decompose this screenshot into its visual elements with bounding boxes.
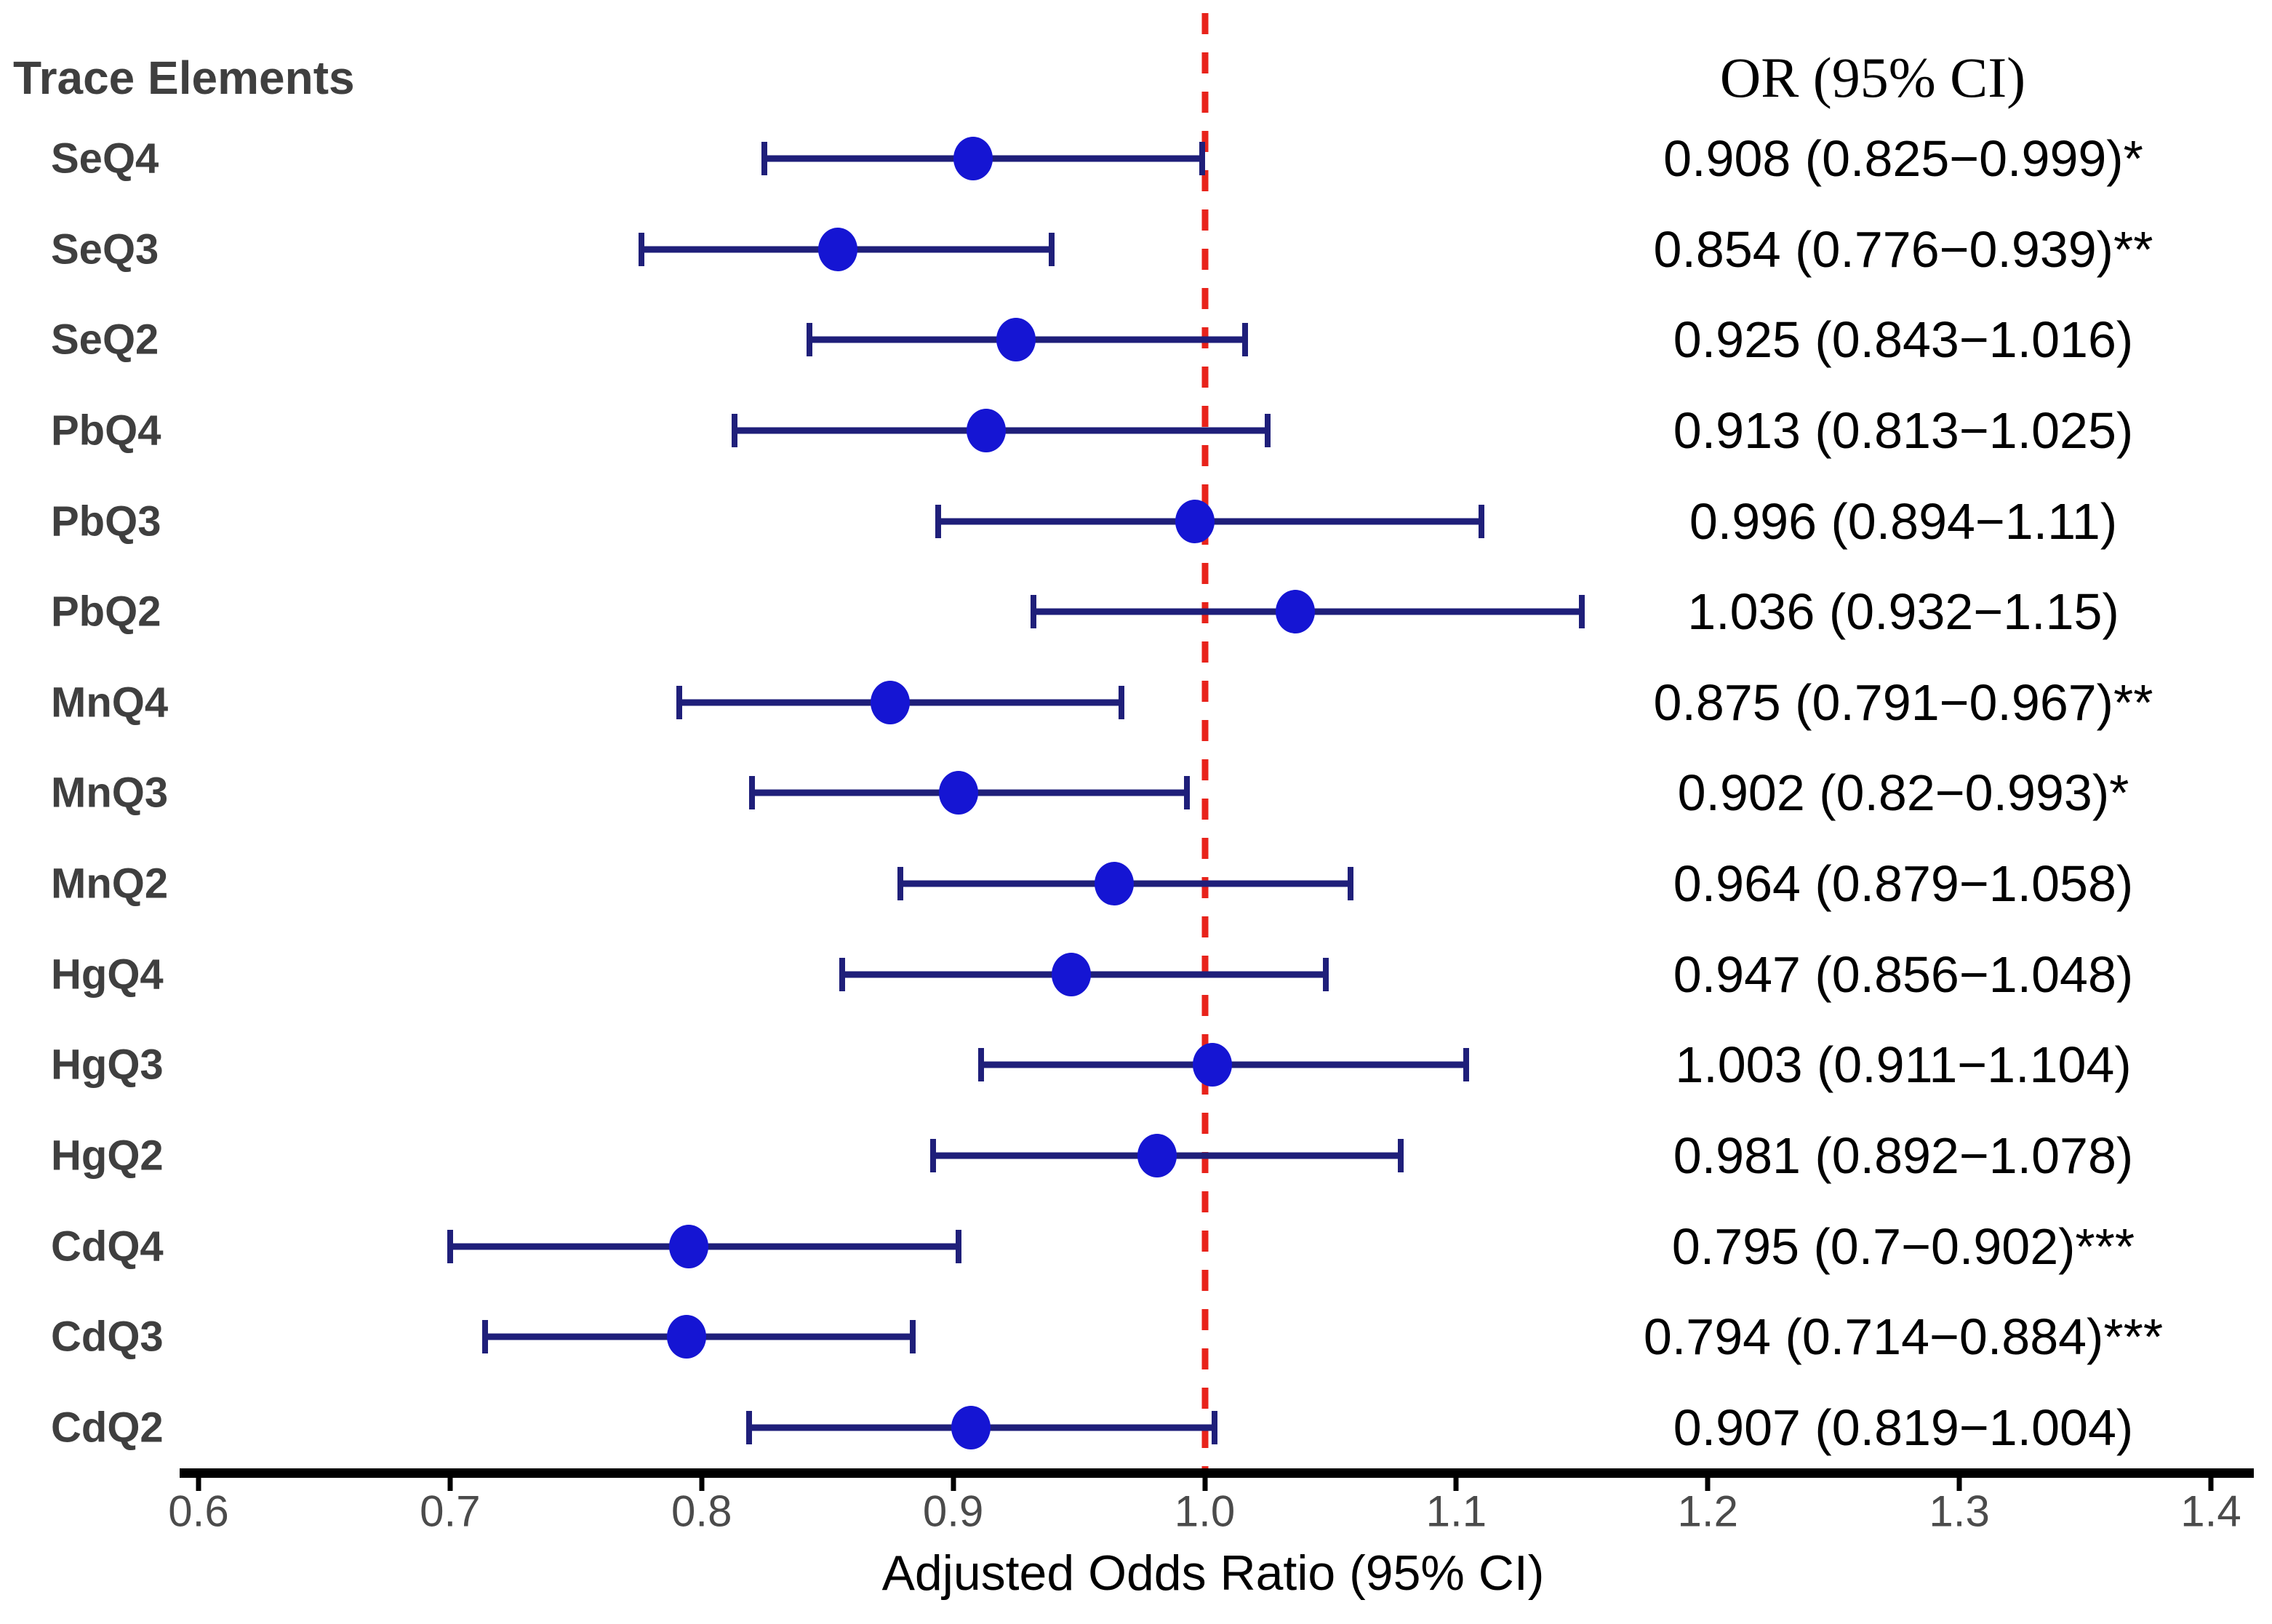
- row-label-seq4: SeQ4: [51, 135, 159, 183]
- or-ci-value: 0.964 (0.879−1.058): [1673, 855, 2134, 913]
- or-point-marker: [669, 1224, 709, 1268]
- row-label-mnq2: MnQ2: [51, 860, 169, 908]
- ci-cap-left: [807, 323, 813, 357]
- ci-cap-right: [910, 1320, 916, 1354]
- column-header-trace-elements: Trace Elements: [13, 52, 355, 104]
- x-axis-tick-label: 0.9: [922, 1487, 984, 1536]
- ci-cap-right: [1212, 1410, 1218, 1444]
- or-ci-value: 0.947 (0.856−1.048): [1673, 945, 2134, 1003]
- x-axis-tick-mark: [2208, 1477, 2214, 1491]
- ci-cap-left: [1031, 595, 1037, 629]
- or-ci-value: 0.908 (0.825−0.999)*: [1663, 130, 2143, 187]
- or-ci-value: 0.795 (0.7−0.902)***: [1671, 1217, 2135, 1275]
- or-point-marker: [1137, 1134, 1177, 1178]
- row-label-mnq3: MnQ3: [51, 769, 169, 817]
- or-point-marker: [938, 771, 978, 815]
- ci-cap-right: [1348, 867, 1354, 901]
- ci-cap-left: [748, 776, 755, 810]
- or-point-marker: [951, 1405, 991, 1449]
- row-label-hgq3: HgQ3: [51, 1041, 164, 1089]
- ci-cap-right: [1241, 323, 1248, 357]
- or-ci-value: 0.854 (0.776−0.939)**: [1653, 220, 2153, 278]
- row-label-seq2: SeQ2: [51, 316, 159, 364]
- x-axis-tick-label: 1.0: [1174, 1487, 1236, 1536]
- ci-cap-left: [977, 1048, 984, 1082]
- x-axis-tick-mark: [699, 1477, 705, 1491]
- ci-cap-left: [761, 142, 768, 175]
- row-label-pbq2: PbQ2: [51, 588, 161, 636]
- row-label-cdq4: CdQ4: [51, 1223, 164, 1271]
- row-label-hgq2: HgQ2: [51, 1132, 164, 1180]
- ci-cap-left: [447, 1229, 453, 1263]
- x-axis-tick-mark: [447, 1477, 453, 1491]
- ci-cap-left: [482, 1320, 489, 1354]
- ci-cap-left: [638, 232, 644, 266]
- row-label-seq3: SeQ3: [51, 225, 159, 273]
- ci-cap-right: [1398, 1139, 1404, 1173]
- or-ci-value: 0.925 (0.843−1.016): [1673, 311, 2134, 369]
- or-point-marker: [1276, 590, 1315, 634]
- column-header-or-ci: OR (95% CI): [1719, 46, 2026, 109]
- ci-cap-left: [935, 504, 941, 538]
- or-point-marker: [996, 318, 1036, 362]
- or-point-marker: [666, 1315, 706, 1359]
- ci-cap-right: [1184, 776, 1191, 810]
- or-point-marker: [966, 408, 1006, 452]
- row-label-mnq4: MnQ4: [51, 679, 169, 727]
- or-ci-value: 0.981 (0.892−1.078): [1673, 1127, 2134, 1185]
- ci-cap-right: [1478, 504, 1484, 538]
- ci-cap-right: [1264, 413, 1271, 447]
- x-axis-title: Adjusted Odds Ratio (95% CI): [881, 1545, 1545, 1601]
- ci-cap-right: [1199, 142, 1206, 175]
- ci-cap-right: [1579, 595, 1585, 629]
- or-ci-value: 0.907 (0.819−1.004): [1673, 1399, 2134, 1456]
- or-point-marker: [953, 137, 993, 180]
- or-ci-value: 0.902 (0.82−0.993)*: [1677, 764, 2129, 822]
- or-ci-value: 0.996 (0.894−1.11): [1689, 492, 2118, 550]
- or-point-marker: [1175, 499, 1215, 543]
- x-axis-tick-label: 1.2: [1677, 1487, 1738, 1536]
- or-point-marker: [1192, 1043, 1232, 1087]
- or-point-marker: [1052, 952, 1092, 996]
- ci-cap-right: [955, 1229, 961, 1263]
- x-axis-tick-mark: [951, 1477, 956, 1491]
- or-point-marker: [817, 227, 857, 271]
- row-label-pbq4: PbQ4: [51, 407, 161, 455]
- x-axis-tick-mark: [196, 1477, 201, 1491]
- ci-cap-left: [731, 413, 737, 447]
- ci-cap-right: [1119, 685, 1125, 719]
- reference-line: [1201, 13, 1208, 1471]
- x-axis-tick-label: 1.4: [2180, 1487, 2241, 1536]
- row-label-cdq3: CdQ3: [51, 1313, 164, 1361]
- or-point-marker: [1094, 862, 1134, 906]
- or-point-marker: [871, 680, 911, 724]
- ci-cap-right: [1048, 232, 1055, 266]
- row-label-hgq4: HgQ4: [51, 951, 164, 999]
- ci-cap-right: [1322, 957, 1329, 991]
- x-axis-tick-label: 0.7: [420, 1487, 481, 1536]
- x-axis-tick-mark: [1453, 1477, 1459, 1491]
- ci-cap-left: [897, 867, 903, 901]
- x-axis-line: [180, 1468, 2254, 1478]
- ci-cap-left: [929, 1139, 936, 1173]
- x-axis-tick-mark: [1956, 1477, 1962, 1491]
- x-axis-tick-label: 1.1: [1425, 1487, 1487, 1536]
- ci-cap-left: [839, 957, 846, 991]
- x-axis-tick-label: 0.8: [671, 1487, 732, 1536]
- or-ci-value: 0.875 (0.791−0.967)**: [1653, 673, 2153, 731]
- ci-cap-left: [746, 1410, 753, 1444]
- x-axis-tick-label: 0.6: [168, 1487, 229, 1536]
- row-label-pbq3: PbQ3: [51, 497, 161, 545]
- or-ci-value: 0.913 (0.813−1.025): [1673, 401, 2134, 459]
- ci-cap-right: [1463, 1048, 1470, 1082]
- row-label-cdq2: CdQ2: [51, 1404, 164, 1452]
- x-axis-tick-mark: [1705, 1477, 1711, 1491]
- x-axis-tick-label: 1.3: [1929, 1487, 1990, 1536]
- ci-cap-left: [676, 685, 682, 719]
- or-ci-value: 1.003 (0.911−1.104): [1675, 1036, 2132, 1094]
- or-ci-value: 1.036 (0.932−1.15): [1687, 583, 2119, 641]
- x-axis-tick-mark: [1202, 1477, 1207, 1491]
- or-ci-value: 0.794 (0.714−0.884)***: [1643, 1308, 2164, 1366]
